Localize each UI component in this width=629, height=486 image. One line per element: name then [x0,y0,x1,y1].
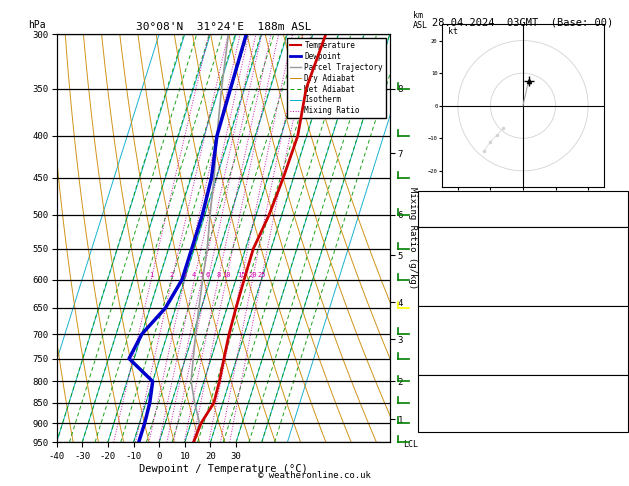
Text: 20: 20 [248,272,257,278]
Text: © weatheronline.co.uk: © weatheronline.co.uk [258,471,371,480]
Text: 0: 0 [620,284,625,293]
Text: 19: 19 [615,388,625,397]
Text: Pressure (mb): Pressure (mb) [421,320,491,329]
Text: kt: kt [448,27,458,36]
Text: 8: 8 [620,273,625,282]
Text: 8: 8 [216,272,220,278]
Text: 12: 12 [615,251,625,260]
Text: LCL: LCL [403,440,418,449]
Text: 0: 0 [620,295,625,304]
Text: PW (cm): PW (cm) [421,215,459,225]
Title: 30°08'N  31°24'E  188m ASL: 30°08'N 31°24'E 188m ASL [135,22,311,32]
Text: 1: 1 [620,193,625,203]
Text: SREH: SREH [421,399,442,408]
Text: Lifted Index: Lifted Index [421,273,486,282]
Text: 13.4: 13.4 [604,240,625,249]
Text: 25: 25 [257,272,265,278]
Text: 312: 312 [609,262,625,271]
Text: 315: 315 [609,330,625,340]
Text: 0: 0 [620,364,625,372]
Text: Totals Totals: Totals Totals [421,204,491,213]
Text: 6: 6 [620,421,625,430]
Text: Lifted Index: Lifted Index [421,342,486,350]
Text: StmSpd (kt): StmSpd (kt) [421,421,480,430]
Text: 10: 10 [222,272,230,278]
Text: 35: 35 [615,204,625,213]
Text: 5: 5 [199,272,204,278]
Text: 15: 15 [237,272,246,278]
Text: hPa: hPa [28,20,46,30]
Text: K: K [421,193,426,203]
Text: 12: 12 [615,399,625,408]
Text: 800: 800 [609,320,625,329]
Text: CIN (J): CIN (J) [421,295,459,304]
Text: θe(K): θe(K) [421,262,448,271]
Text: EH: EH [421,388,431,397]
Text: Surface: Surface [504,229,542,238]
Text: 341°: 341° [604,410,625,419]
Legend: Temperature, Dewpoint, Parcel Trajectory, Dry Adiabat, Wet Adiabat, Isotherm, Mi: Temperature, Dewpoint, Parcel Trajectory… [287,38,386,119]
Text: Most Unstable: Most Unstable [488,309,558,318]
Text: km
ASL: km ASL [413,11,428,30]
Text: 3: 3 [182,272,187,278]
Y-axis label: Mixing Ratio (g/kg): Mixing Ratio (g/kg) [408,187,417,289]
Text: CAPE (J): CAPE (J) [421,352,464,362]
Text: 4: 4 [192,272,196,278]
X-axis label: Dewpoint / Temperature (°C): Dewpoint / Temperature (°C) [139,464,308,474]
Text: 28.04.2024  03GMT  (Base: 00): 28.04.2024 03GMT (Base: 00) [432,17,614,27]
Text: 6: 6 [206,272,210,278]
Text: Hodograph: Hodograph [499,377,547,386]
Text: CIN (J): CIN (J) [421,364,459,372]
Text: 1.19: 1.19 [604,215,625,225]
Text: θe (K): θe (K) [421,330,453,340]
Text: CAPE (J): CAPE (J) [421,284,464,293]
Text: 0: 0 [620,352,625,362]
Text: Temp (°C): Temp (°C) [421,240,469,249]
Text: 1: 1 [149,272,153,278]
Text: StmDir: StmDir [421,410,453,419]
Text: 6: 6 [620,342,625,350]
Text: Dewp (°C): Dewp (°C) [421,251,469,260]
Text: 2: 2 [170,272,174,278]
